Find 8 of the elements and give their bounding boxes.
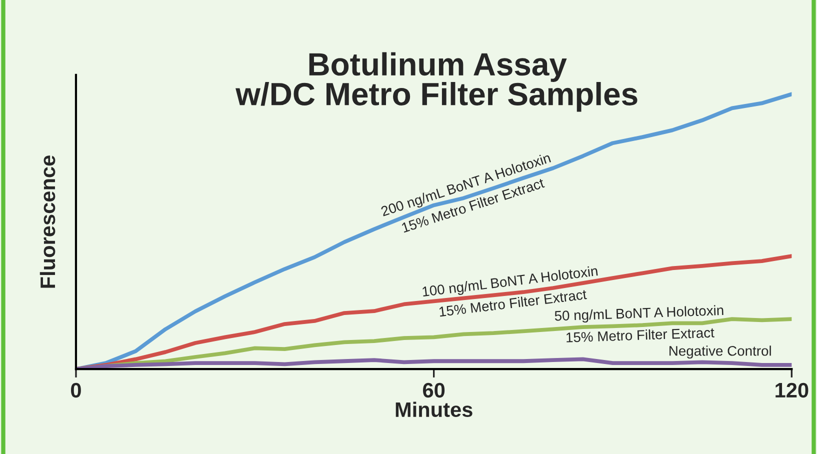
- series-label: Negative Control: [670, 346, 771, 359]
- x-tick-label: 0: [71, 382, 81, 398]
- chart-title: Botulinum Assay w/DC Metro Filter Samples: [236, 52, 638, 112]
- y-axis-title: Fluorescence: [40, 156, 56, 288]
- series-label: 50 ng/mL BoNT A Holotoxin 15% Metro Filter Extract: [554, 304, 724, 342]
- x-tick-label: 60: [423, 382, 445, 398]
- x-axis-title: Minutes: [396, 402, 472, 418]
- x-tick-label: 120: [776, 382, 808, 398]
